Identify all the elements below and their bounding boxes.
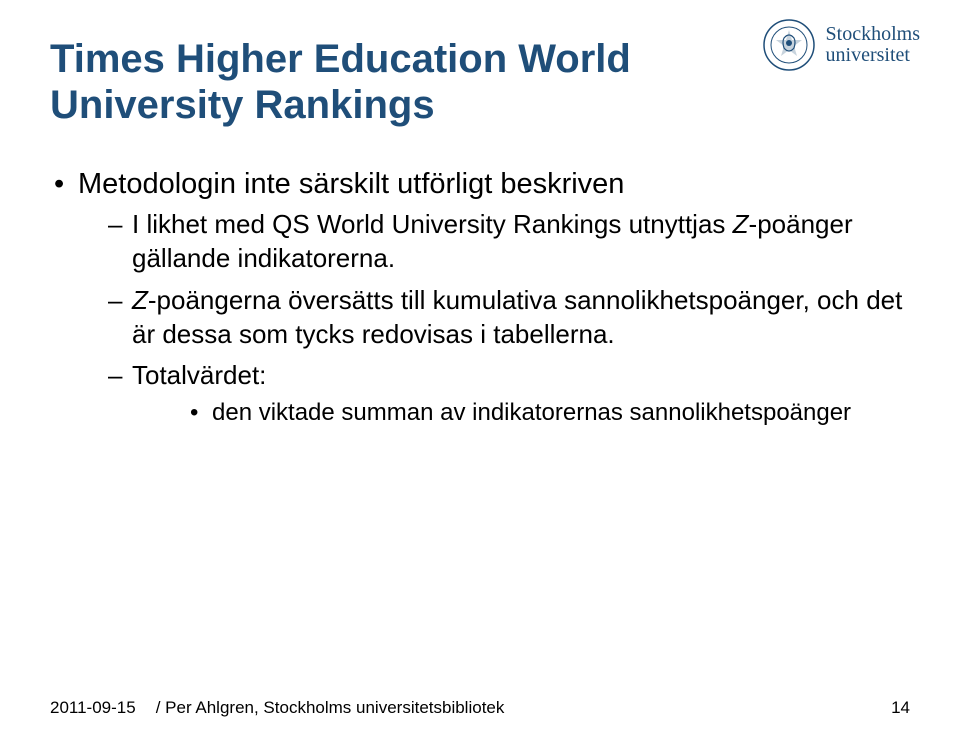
footer-author: / Per Ahlgren, Stockholms universitetsbi… [156,698,505,718]
footer-left: 2011-09-15 / Per Ahlgren, Stockholms uni… [50,698,504,718]
l2c-text: Totalvärdet: [132,360,266,390]
l2a-pre: I likhet med QS World University Ranking… [132,209,733,239]
l2a-z: Z [733,209,749,239]
bullet-l2-b: Z-poängerna översätts till kumulativa sa… [78,284,910,352]
logo-text: Stockholms universitet [826,24,920,66]
logo-line1: Stockholms [826,24,920,45]
l2b-post: -poängerna översätts till kumulativa san… [132,285,902,349]
footer-date: 2011-09-15 [50,698,136,718]
bullet-l1: Metodologin inte särskilt utförligt besk… [50,166,910,428]
logo-line2: universitet [826,45,920,66]
slide: Stockholms universitet Times Higher Educ… [0,0,960,740]
footer-page: 14 [891,698,910,718]
footer: 2011-09-15 / Per Ahlgren, Stockholms uni… [50,698,910,718]
university-logo: Stockholms universitet [762,18,920,72]
bullet-l2-a: I likhet med QS World University Ranking… [78,208,910,276]
bullet-list: Metodologin inte särskilt utförligt besk… [50,166,910,428]
sub2-list: den viktade summan av indikatorernas san… [132,397,910,428]
bullet-l1-text: Metodologin inte särskilt utförligt besk… [78,168,624,200]
bullet-l3: den viktade summan av indikatorernas san… [132,397,910,428]
sub-list: I likhet med QS World University Ranking… [78,208,910,428]
l2b-z: Z [132,285,148,315]
seal-icon [762,18,816,72]
page-title: Times Higher Education World University … [50,36,710,128]
l3-text: den viktade summan av indikatorernas san… [212,399,851,426]
bullet-l2-c: Totalvärdet: den viktade summan av indik… [78,359,910,428]
